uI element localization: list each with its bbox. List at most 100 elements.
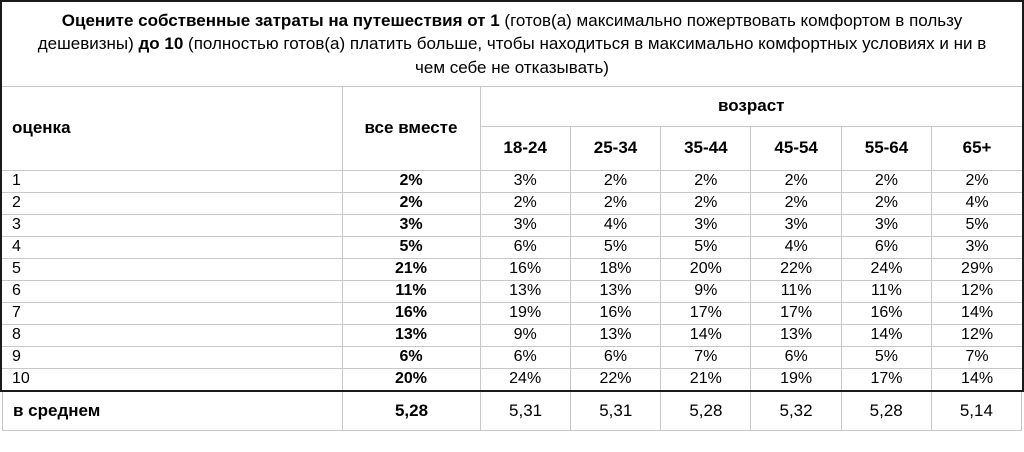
age-value-cell: 13% bbox=[569, 279, 662, 303]
age-value-cell: 3% bbox=[479, 169, 571, 193]
average-age-cell: 5,14 bbox=[930, 392, 1023, 431]
column-header-age-45-54: 45-54 bbox=[750, 125, 842, 171]
table-row: 4 5% 6% 5% 5% 4% 6% 3% bbox=[2, 235, 1022, 259]
age-value-cell: 2% bbox=[931, 169, 1022, 193]
average-age-cell: 5,32 bbox=[750, 392, 842, 431]
title-normal-part-1: (готов(а) максимально пожертвовать комфо… bbox=[37, 11, 963, 54]
age-value-cell: 2% bbox=[840, 169, 933, 193]
rating-cell: 10 bbox=[2, 367, 343, 390]
title-bold-part-1: Оцените собственные затраты на путешеств… bbox=[61, 11, 500, 30]
age-value-cell: 11% bbox=[750, 279, 842, 303]
survey-results-table: Оцените собственные затраты на путешеств… bbox=[0, 0, 1024, 431]
age-value-cell: 6% bbox=[479, 345, 571, 369]
age-value-cell: 2% bbox=[479, 191, 571, 215]
table-main-box: Оцените собственные затраты на путешеств… bbox=[0, 0, 1024, 392]
average-age-cell: 5,28 bbox=[840, 392, 932, 431]
rating-cell: 4 bbox=[2, 235, 343, 259]
age-value-cell: 22% bbox=[750, 257, 842, 281]
age-value-cell: 22% bbox=[569, 367, 662, 390]
age-value-cell: 3% bbox=[660, 213, 752, 237]
rating-cell: 9 bbox=[2, 345, 343, 369]
column-header-age-65-plus: 65+ bbox=[931, 125, 1022, 171]
age-value-cell: 14% bbox=[931, 301, 1022, 325]
age-value-cell: 16% bbox=[840, 301, 933, 325]
column-header-age-18-24: 18-24 bbox=[480, 125, 571, 171]
average-all-cell: 5,28 bbox=[342, 392, 481, 431]
header-row-top: оценка все вместе возраст bbox=[2, 85, 1022, 171]
age-value-cell: 16% bbox=[479, 257, 571, 281]
table-row: 6 11% 13% 13% 9% 11% 11% 12% bbox=[2, 279, 1022, 303]
table-title: Оцените собственные затраты на путешеств… bbox=[2, 2, 1022, 87]
all-value-cell: 21% bbox=[341, 257, 481, 281]
all-value-cell: 3% bbox=[341, 213, 481, 237]
age-value-cell: 3% bbox=[479, 213, 571, 237]
age-value-cell: 19% bbox=[479, 301, 571, 325]
column-header-age-35-44: 35-44 bbox=[660, 125, 752, 171]
all-value-cell: 13% bbox=[341, 323, 481, 347]
table-row: 8 13% 9% 13% 14% 13% 14% 12% bbox=[2, 323, 1022, 347]
age-value-cell: 12% bbox=[931, 323, 1022, 347]
age-value-cell: 17% bbox=[660, 301, 752, 325]
age-value-cell: 14% bbox=[660, 323, 752, 347]
average-age-cell: 5,31 bbox=[570, 392, 662, 431]
all-value-cell: 2% bbox=[341, 169, 481, 193]
age-value-cell: 17% bbox=[750, 301, 842, 325]
age-value-cell: 13% bbox=[569, 323, 662, 347]
age-value-cell: 21% bbox=[660, 367, 752, 390]
age-value-cell: 24% bbox=[840, 257, 933, 281]
table-row: 2 2% 2% 2% 2% 2% 2% 4% bbox=[2, 191, 1022, 215]
age-value-cell: 2% bbox=[569, 169, 662, 193]
age-value-cell: 6% bbox=[750, 345, 842, 369]
rating-cell: 8 bbox=[2, 323, 343, 347]
age-value-cell: 13% bbox=[750, 323, 842, 347]
title-bold-part-2: до 10 bbox=[138, 34, 184, 54]
rating-cell: 1 bbox=[2, 169, 343, 193]
age-value-cell: 20% bbox=[660, 257, 752, 281]
age-value-cell: 7% bbox=[931, 345, 1022, 369]
age-value-cell: 11% bbox=[840, 279, 933, 303]
all-value-cell: 20% bbox=[341, 367, 481, 390]
age-value-cell: 18% bbox=[569, 257, 662, 281]
all-value-cell: 16% bbox=[341, 301, 481, 325]
header-row-ages: 18-24 25-34 35-44 45-54 55-64 65+ bbox=[2, 125, 1022, 171]
column-header-all-together: все вместе bbox=[341, 85, 481, 171]
age-value-cell: 6% bbox=[569, 345, 662, 369]
age-value-cell: 2% bbox=[750, 191, 842, 215]
table-row: 5 21% 16% 18% 20% 22% 24% 29% bbox=[2, 257, 1022, 281]
age-value-cell: 6% bbox=[479, 235, 571, 259]
title-row: Оцените собственные затраты на путешеств… bbox=[2, 2, 1022, 87]
age-value-cell: 19% bbox=[750, 367, 842, 390]
age-value-cell: 2% bbox=[840, 191, 933, 215]
rating-cell: 7 bbox=[2, 301, 343, 325]
age-value-cell: 5% bbox=[660, 235, 752, 259]
title-normal-part-2: (полностью готов(а) платить больше, чтоб… bbox=[183, 34, 987, 77]
age-value-cell: 14% bbox=[840, 323, 933, 347]
age-value-cell: 3% bbox=[931, 235, 1022, 259]
age-value-cell: 5% bbox=[931, 213, 1022, 237]
age-value-cell: 2% bbox=[750, 169, 842, 193]
column-header-age-55-64: 55-64 bbox=[840, 125, 933, 171]
age-value-cell: 16% bbox=[569, 301, 662, 325]
column-header-age-25-34: 25-34 bbox=[569, 125, 662, 171]
age-value-cell: 4% bbox=[750, 235, 842, 259]
table-row: 9 6% 6% 6% 7% 6% 5% 7% bbox=[2, 345, 1022, 369]
table-row: 1 2% 3% 2% 2% 2% 2% 2% bbox=[2, 169, 1022, 193]
age-value-cell: 4% bbox=[569, 213, 662, 237]
rating-cell: 3 bbox=[2, 213, 343, 237]
table-row: 3 3% 3% 4% 3% 3% 3% 5% bbox=[2, 213, 1022, 237]
age-value-cell: 2% bbox=[660, 191, 752, 215]
age-value-cell: 13% bbox=[479, 279, 571, 303]
table-row: 7 16% 19% 16% 17% 17% 16% 14% bbox=[2, 301, 1022, 325]
age-value-cell: 6% bbox=[840, 235, 933, 259]
age-value-cell: 3% bbox=[750, 213, 842, 237]
table-row: 10 20% 24% 22% 21% 19% 17% 14% bbox=[2, 367, 1022, 390]
age-value-cell: 7% bbox=[660, 345, 752, 369]
rating-cell: 6 bbox=[2, 279, 343, 303]
all-value-cell: 11% bbox=[341, 279, 481, 303]
all-value-cell: 2% bbox=[341, 191, 481, 215]
age-value-cell: 5% bbox=[840, 345, 933, 369]
age-value-cell: 9% bbox=[660, 279, 752, 303]
age-value-cell: 2% bbox=[569, 191, 662, 215]
rating-cell: 2 bbox=[2, 191, 343, 215]
age-value-cell: 17% bbox=[840, 367, 933, 390]
